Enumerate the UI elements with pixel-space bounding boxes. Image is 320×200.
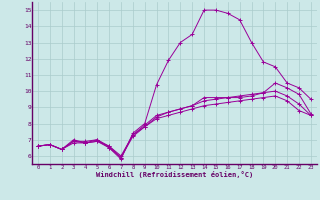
X-axis label: Windchill (Refroidissement éolien,°C): Windchill (Refroidissement éolien,°C)	[96, 171, 253, 178]
